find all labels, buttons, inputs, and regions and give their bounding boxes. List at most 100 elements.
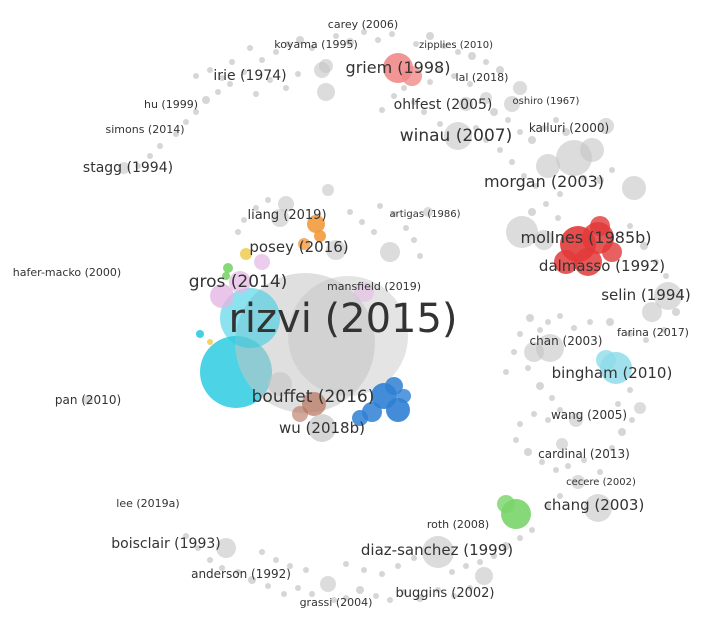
node-circle	[380, 242, 400, 262]
node-dot	[303, 567, 309, 573]
node-circle	[326, 240, 346, 260]
node-dot	[411, 99, 417, 105]
node-circle	[444, 122, 472, 150]
node-dot	[502, 542, 510, 550]
node-dot	[403, 225, 409, 231]
node-dot	[296, 36, 304, 44]
node-dot	[557, 493, 563, 499]
node-dot	[451, 593, 457, 599]
node-label: rizvi (2015)	[228, 296, 457, 342]
node-circle	[534, 230, 554, 250]
node-dot	[491, 553, 497, 559]
node-circle	[216, 538, 236, 558]
node-label: grassi (2004)	[300, 596, 373, 609]
node-dot	[521, 173, 527, 179]
node-dot	[248, 576, 256, 584]
node-circle	[385, 377, 403, 395]
node-label: kalluri (2000)	[529, 121, 609, 135]
node-label: buggins (2002)	[396, 586, 495, 601]
node-dot	[618, 428, 626, 436]
node-label: oshiro (1967)	[513, 96, 580, 107]
node-circle	[569, 413, 583, 427]
node-dot	[467, 81, 473, 87]
node-dot	[389, 31, 395, 37]
node-dot	[455, 49, 461, 55]
node-dot	[549, 395, 555, 401]
node-label: cardinal (2013)	[538, 447, 630, 461]
node-dot	[437, 67, 443, 73]
node-dot	[545, 319, 551, 325]
node-dot	[253, 205, 259, 211]
node-dot	[526, 314, 534, 322]
node-dot	[259, 549, 265, 555]
node-dot	[391, 211, 397, 217]
node-dot	[207, 67, 213, 73]
node-circle	[298, 238, 310, 250]
node-dot	[541, 125, 547, 131]
node-dot	[391, 93, 397, 99]
node-circle	[584, 494, 612, 522]
node-label: wu (2018b)	[279, 419, 365, 437]
node-dot	[463, 563, 469, 569]
node-dot	[517, 421, 523, 427]
node-circle	[634, 402, 646, 414]
node-dot	[581, 175, 587, 181]
node-dot	[627, 387, 633, 393]
node-label: artigas (1986)	[389, 209, 460, 220]
node-dot	[219, 565, 225, 571]
node-dot	[496, 66, 504, 74]
node-label: mollnes (1985b)	[520, 228, 651, 247]
node-dot	[533, 183, 539, 189]
node-dot	[528, 208, 536, 216]
node-dot	[295, 71, 301, 77]
node-label: anderson (1992)	[191, 567, 291, 581]
node-dot	[229, 59, 235, 65]
node-dot	[387, 597, 393, 603]
node-dot	[361, 29, 367, 35]
node-dot	[227, 81, 233, 87]
node-circle	[524, 342, 544, 362]
node-dot	[661, 327, 667, 333]
node-dot	[553, 467, 559, 473]
node-dot	[375, 37, 381, 43]
node-dot	[281, 591, 287, 597]
node-dot	[437, 121, 443, 127]
node-label: roth (2008)	[427, 518, 489, 531]
node-dot	[525, 365, 531, 371]
node-circle	[278, 196, 294, 212]
node-label: lee (2019a)	[116, 497, 179, 510]
node-dot	[597, 469, 603, 475]
node-circle	[422, 536, 454, 568]
node-dot	[663, 273, 669, 279]
label-layer: rizvi (2015) bouffet (2016) gros (2014) pos…	[13, 18, 691, 609]
node-circle	[229, 271, 251, 293]
node-dot	[581, 457, 587, 463]
node-label: dalmasso (1992)	[539, 257, 665, 275]
node-dot	[309, 45, 315, 51]
node-dot	[531, 411, 537, 417]
node-circle	[292, 406, 308, 422]
node-dot	[287, 563, 293, 569]
node-circle	[571, 475, 585, 489]
node-circle	[642, 302, 662, 322]
node-label: chan (2003)	[530, 334, 603, 348]
node-dot	[553, 117, 559, 123]
node-label: posey (2016)	[249, 238, 348, 256]
node-dot	[467, 585, 473, 591]
node-dot	[147, 153, 153, 159]
node-dot	[379, 571, 385, 577]
node-dot	[672, 308, 680, 316]
node-label: cecere (2002)	[566, 477, 636, 488]
node-dot	[483, 137, 489, 143]
node-dot	[235, 569, 241, 575]
node-label: diaz-sanchez (1999)	[361, 541, 513, 559]
node-dot	[640, 242, 648, 250]
node-dot	[193, 109, 199, 115]
node-dot	[517, 331, 523, 337]
node-dot	[379, 107, 385, 113]
node-label: simons (2014)	[105, 123, 184, 136]
node-label: stagg (1994)	[83, 160, 173, 176]
node-circle	[475, 567, 493, 585]
node-circle	[196, 330, 204, 338]
